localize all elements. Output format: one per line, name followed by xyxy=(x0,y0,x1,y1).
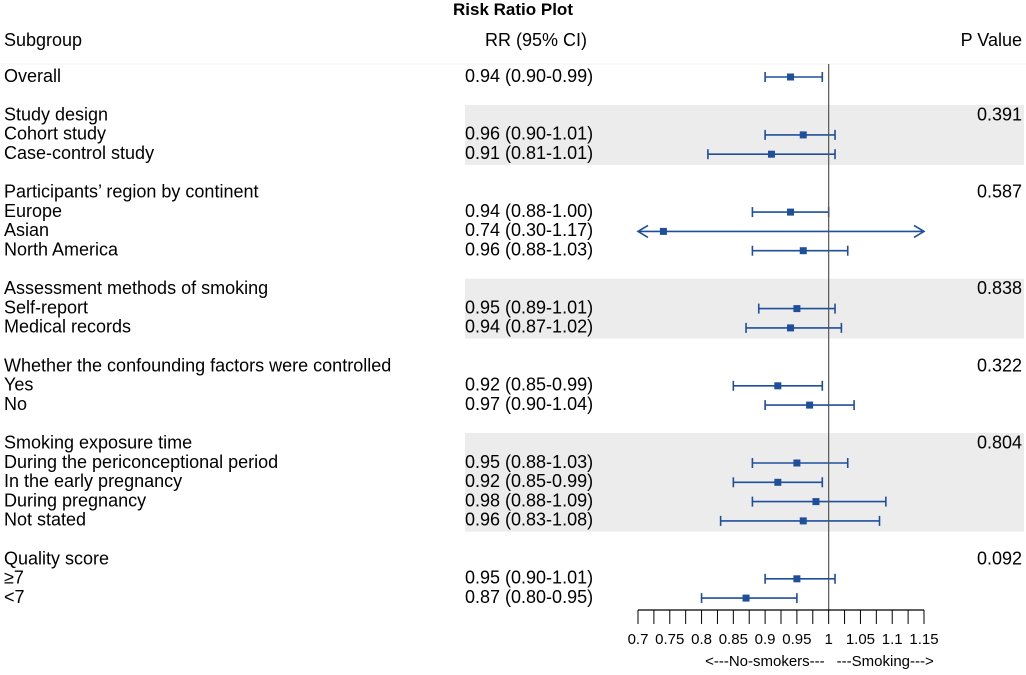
group-heading-3: Assessment methods of smoking xyxy=(4,278,268,298)
x-tick-label: 1.05 xyxy=(846,631,875,648)
header-subgroup: Subgroup xyxy=(4,30,82,50)
p-value-6: 0.092 xyxy=(977,548,1022,568)
p-value-4: 0.322 xyxy=(977,355,1022,375)
x-tick-label: 0.85 xyxy=(719,631,748,648)
chart-title: Risk Ratio Plot xyxy=(453,0,573,19)
rr-ci-text: 0.96 (0.83-1.08) xyxy=(465,510,593,530)
rr-point-11 xyxy=(774,478,782,486)
rr-ci-text: 0.95 (0.88-1.03) xyxy=(465,452,593,472)
x-tick-label: 0.8 xyxy=(691,631,712,648)
p-value-3: 0.838 xyxy=(977,278,1022,298)
rr-ci-text: 0.94 (0.88-1.00) xyxy=(465,201,593,221)
rr-ci-text: 0.92 (0.85-0.99) xyxy=(465,471,593,491)
rr-ci-text: 0.95 (0.89-1.01) xyxy=(465,297,593,317)
p-value-1: 0.391 xyxy=(977,104,1022,124)
x-tick-label: 0.75 xyxy=(655,631,684,648)
row-label: During the periconceptional period xyxy=(4,452,278,472)
rr-ci-text: 0.87 (0.80-0.95) xyxy=(465,587,593,607)
rows-layer: Overall 0.94 (0.90-0.99) Study design 0.391… xyxy=(4,66,1022,607)
row-label: In the early pregnancy xyxy=(4,471,182,491)
ci-arrow-left-4 xyxy=(636,224,649,239)
rr-point-6 xyxy=(793,305,801,313)
rr-point-7 xyxy=(787,324,795,332)
row-label-overall: Overall xyxy=(4,66,61,86)
ci-arrow-right-4 xyxy=(913,224,926,239)
row-label: <7 xyxy=(4,587,25,607)
direction-label-left: <---No-smokers--- xyxy=(705,653,825,670)
rr-point-12 xyxy=(812,498,820,506)
x-axis: 0.7 0.75 0.8 0.85 0.9 0.95 1 1.05 1.1 1.15 <---No-… xyxy=(628,609,939,670)
rr-point-10 xyxy=(793,459,801,467)
rr-ci-text: 0.96 (0.88-1.03) xyxy=(465,239,593,259)
x-tick-label: 0.95 xyxy=(782,631,811,648)
row-label: North America xyxy=(4,239,119,259)
rr-ci-text: 0.98 (0.88-1.09) xyxy=(465,490,593,510)
row-label: Case-control study xyxy=(4,143,154,163)
group-heading-6: Quality score xyxy=(4,548,109,568)
row-label: Asian xyxy=(4,220,49,240)
group-heading-2: Participants’ region by continent xyxy=(4,182,258,202)
row-label: Not stated xyxy=(4,510,86,530)
rr-point-8 xyxy=(774,382,782,390)
rr-ci-text: 0.92 (0.85-0.99) xyxy=(465,375,593,395)
shade-layer xyxy=(0,63,1026,532)
rr-point-3 xyxy=(787,208,795,216)
rr-ci-text: 0.96 (0.90-1.01) xyxy=(465,124,593,144)
row-label: During pregnancy xyxy=(4,490,146,510)
rr-point-2 xyxy=(767,150,775,158)
rr-point-4 xyxy=(659,227,667,235)
marks-layer xyxy=(636,64,926,610)
row-label: No xyxy=(4,394,27,414)
x-tick-label: 1 xyxy=(824,631,832,648)
p-value-5: 0.804 xyxy=(977,432,1022,452)
x-tick-label: 0.7 xyxy=(628,631,649,648)
x-tick-label: 0.9 xyxy=(755,631,776,648)
rr-point-1 xyxy=(799,131,807,139)
rr-point-9 xyxy=(806,401,814,409)
header-p-value: P Value xyxy=(961,30,1022,50)
rr-ci-overall: 0.94 (0.90-0.99) xyxy=(465,66,593,86)
group-heading-4: Whether the confounding factors were con… xyxy=(4,355,391,375)
rr-point-5 xyxy=(799,247,807,255)
rr-ci-text: 0.91 (0.81-1.01) xyxy=(465,143,593,163)
header-rr-ci: RR (95% CI) xyxy=(485,30,587,50)
rr-ci-text: 0.97 (0.90-1.04) xyxy=(465,394,593,414)
group-heading-1: Study design xyxy=(4,104,108,124)
p-value-2: 0.587 xyxy=(977,182,1022,202)
rr-ci-text: 0.74 (0.30-1.17) xyxy=(465,220,593,240)
row-label: Self-report xyxy=(4,297,88,317)
rr-point-15 xyxy=(742,594,750,602)
group-heading-5: Smoking exposure time xyxy=(4,432,192,452)
x-tick-label: 1.1 xyxy=(882,631,903,648)
direction-label-right: ---Smoking---> xyxy=(837,653,934,670)
rr-ci-text: 0.94 (0.87-1.02) xyxy=(465,317,593,337)
row-label: Cohort study xyxy=(4,124,106,144)
row-label: ≥7 xyxy=(4,568,24,588)
rr-point-14 xyxy=(793,575,801,583)
row-label: Medical records xyxy=(4,317,131,337)
group-shade-3 xyxy=(465,278,1024,339)
rr-point-0 xyxy=(787,73,795,81)
row-label: Europe xyxy=(4,201,62,221)
row-label: Yes xyxy=(4,375,33,395)
rr-ci-text: 0.95 (0.90-1.01) xyxy=(465,568,593,588)
x-tick-label: 1.15 xyxy=(909,631,938,648)
rr-point-13 xyxy=(799,517,807,525)
